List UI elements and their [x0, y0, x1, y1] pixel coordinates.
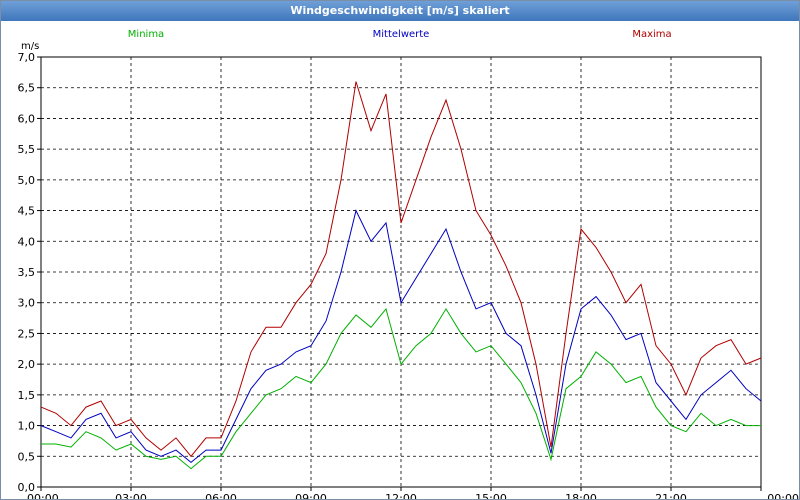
y-axis-ticks: 0,0 0,5 1,0 1,5 2,0 2,5 3,0 3,5 4,0 4,5 5,0 5,5 6,0 6…	[18, 51, 41, 494]
legend-entry-maxima: Maxima	[632, 29, 671, 40]
grid-lines	[41, 57, 761, 487]
y-axis-label: m/s	[21, 41, 39, 52]
y-tick-label: 2,5	[18, 327, 36, 340]
y-tick-label: 0,0	[18, 481, 36, 494]
y-tick-label: 1,0	[18, 420, 36, 433]
legend-entry-mittelwerte: Mittelwerte	[373, 29, 430, 40]
x-tick-time: 09:00	[295, 492, 327, 499]
x-tick-time: 15:00	[475, 492, 507, 499]
y-tick-label: 7,0	[18, 51, 36, 64]
y-tick-label: 2,0	[18, 358, 36, 371]
series-lines	[40, 81, 762, 470]
x-tick-time: 00:00	[27, 492, 59, 499]
legend: Minima Mittelwerte Maxima	[128, 29, 672, 40]
x-tick-time: 06:00	[205, 492, 237, 499]
y-tick-label: 3,5	[18, 266, 36, 279]
y-tick-label: 6,5	[18, 82, 36, 95]
y-tick-label: 0,5	[18, 450, 36, 463]
window-title: Windgeschwindigkeit [m/s] skaliert	[1, 1, 799, 21]
x-tick-time: 21:00	[655, 492, 687, 499]
wind-speed-chart: 0,0 0,5 1,0 1,5 2,0 2,5 3,0 3,5 4,0 4,5 5,0 5,5 6,0 6…	[18, 29, 800, 499]
y-tick-label: 3,0	[18, 297, 36, 310]
series-line-minima	[41, 307, 761, 470]
legend-entry-minima: Minima	[128, 29, 164, 40]
x-tick-time: 18:00	[565, 492, 597, 499]
y-tick-label: 4,0	[18, 235, 36, 248]
x-tick-time: 03:00	[115, 492, 147, 499]
y-tick-label: 6,0	[18, 112, 36, 125]
series-line-maxima	[40, 81, 762, 458]
y-tick-label: 1,5	[18, 389, 36, 402]
x-tick-time: 12:00	[385, 492, 417, 499]
y-tick-label: 4,5	[18, 205, 36, 218]
x-tick-time: 00:00	[767, 492, 799, 499]
series-line-mittelwerte	[40, 209, 762, 464]
y-tick-label: 5,5	[18, 143, 36, 156]
x-axis-ticks: 00:0007.05.1303:0007.05.1306:0007.05.130…	[27, 487, 799, 499]
y-tick-label: 5,0	[18, 174, 36, 187]
